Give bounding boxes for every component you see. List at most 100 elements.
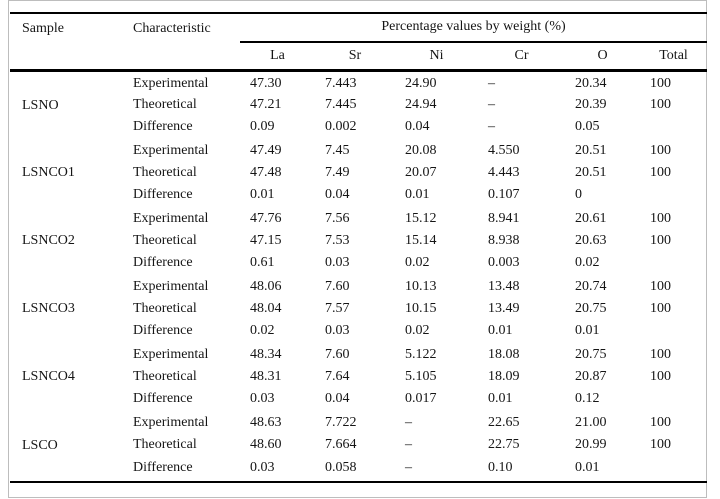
table-body: LSNO Experimental 47.30 7.443 24.90 – 20.34 100… [10,70,707,482]
value-cell: 20.39 [575,96,607,112]
table-row: Theoretical 47.15 7.53 15.14 8.938 20.63 100 [10,230,707,252]
value-cell: – [405,436,412,452]
value-cell: 20.07 [405,164,437,180]
element-subheader-row: La Sr Ni Cr O Total [10,42,708,72]
value-cell: 7.445 [325,96,357,112]
value-cell: 4.443 [488,164,520,180]
characteristic-label: Experimental [133,142,209,158]
value-cell: 20.99 [575,436,607,452]
value-cell: 8.938 [488,232,520,248]
value-cell: 0.058 [325,460,357,476]
value-cell: 47.49 [250,142,282,158]
value-cell: 0 [575,186,582,202]
value-cell: 20.75 [575,300,607,316]
value-cell: 100 [650,436,671,452]
value-cell: 7.443 [325,75,357,91]
value-cell: 48.34 [250,346,282,362]
value-cell: 47.30 [250,75,282,91]
value-cell: 0.017 [405,390,437,406]
value-cell: 100 [650,278,671,294]
sample-label: LSNCO1 [22,164,75,180]
value-cell: 0.03 [250,460,275,476]
value-cell: 100 [650,414,671,430]
value-cell: – [405,460,412,476]
characteristic-label: Difference [133,186,193,202]
value-cell: 0.12 [575,390,600,406]
value-cell: 0.03 [250,390,275,406]
column-header-characteristic: Characteristic [120,13,240,72]
characteristic-label: Difference [133,390,193,406]
characteristic-label: Experimental [133,278,209,294]
value-cell: 0.02 [405,254,430,270]
column-header-ni: Ni [395,42,478,72]
value-cell: 100 [650,210,671,226]
characteristic-label: Experimental [133,210,209,226]
value-cell: 20.63 [575,232,607,248]
value-cell: 100 [650,96,671,112]
value-cell: 20.51 [575,164,607,180]
value-cell: 18.09 [488,368,520,384]
characteristic-label: Theoretical [133,96,197,112]
value-cell: 4.550 [488,142,520,158]
value-cell: – [405,414,412,430]
characteristic-label: Experimental [133,75,209,91]
value-cell: 0.04 [325,390,350,406]
value-cell: 8.941 [488,210,520,226]
value-cell: 100 [650,368,671,384]
sample-label: LSNO [22,97,59,113]
value-cell: 7.722 [325,414,357,430]
value-cell: 0.03 [325,254,350,270]
value-cell: 0.107 [488,186,520,202]
value-cell: 13.49 [488,300,520,316]
sample-label: LSCO [22,438,58,454]
value-cell: 7.60 [325,278,350,294]
value-cell: – [488,96,495,112]
value-cell: 24.94 [405,96,437,112]
value-cell: – [488,75,495,91]
sample-label: LSNCO3 [22,300,75,316]
table-row: LSCO Experimental 48.63 7.722 – 22.65 21.00 100 [10,410,707,454]
value-cell: 0.03 [325,322,350,338]
value-cell: 100 [650,164,671,180]
value-cell: 7.64 [325,368,350,384]
value-cell: 5.122 [405,346,437,362]
value-cell: 20.34 [575,75,607,91]
table-header: Sample Characteristic Percentage values … [10,13,708,72]
value-cell: 47.21 [250,96,282,112]
value-cell: 20.61 [575,210,607,226]
column-header-o: O [565,42,640,72]
value-cell: 13.48 [488,278,520,294]
value-cell: 0.04 [325,186,350,202]
value-cell: 48.04 [250,300,282,316]
table-row: LSNCO4 Experimental 48.34 7.60 5.122 18.08 20.… [10,342,707,384]
table-row: Difference 0.61 0.03 0.02 0.003 0.02 [10,252,707,274]
column-header-la: La [240,42,315,72]
value-cell [640,116,707,138]
value-cell: 15.14 [405,232,437,248]
sample-label: LSNCO4 [22,368,75,384]
value-cell: 7.56 [325,210,350,226]
figure-frame: Sample Characteristic Percentage values … [8,0,708,498]
value-cell: 10.15 [405,300,437,316]
value-cell: 0.04 [405,118,430,134]
value-cell: 0.05 [575,118,600,134]
table-row: Theoretical 48.31 7.64 5.105 18.09 20.87 100 [10,366,707,388]
table-row: Difference 0.09 0.002 0.04 – 0.05 [10,116,707,138]
value-cell: 0.002 [325,118,357,134]
characteristic-label: Theoretical [133,232,197,248]
value-cell: 0.003 [488,254,520,270]
value-cell: 7.45 [325,142,350,158]
value-cell: 7.49 [325,164,350,180]
characteristic-label: Theoretical [133,164,197,180]
table-row: LSNCO2 Experimental 47.76 7.56 15.12 8.941 20.… [10,206,707,248]
table-row: Difference 0.03 0.04 0.017 0.01 0.12 [10,388,707,410]
value-cell: 0.09 [250,118,275,134]
value-cell: 0.02 [405,322,430,338]
value-cell: 5.105 [405,368,437,384]
table-row: LSNCO1 Experimental 47.49 7.45 20.08 4.550 20.… [10,138,707,180]
value-cell: 7.60 [325,346,350,362]
characteristic-label: Experimental [133,346,209,362]
value-cell: 0.02 [575,254,600,270]
value-cell: 100 [650,232,671,248]
value-cell: 0.01 [488,390,513,406]
